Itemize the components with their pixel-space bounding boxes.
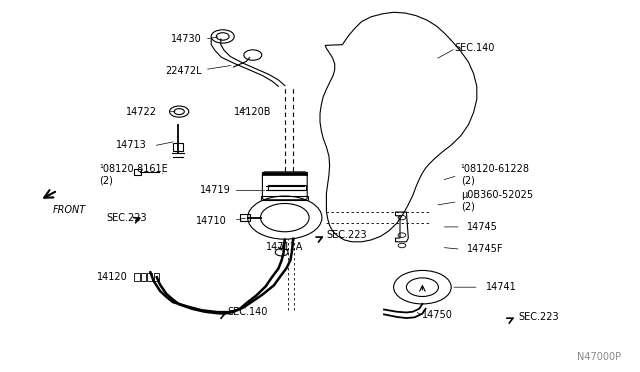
Text: SEC.223: SEC.223 [326, 230, 367, 240]
Text: SEC.223: SEC.223 [107, 213, 147, 222]
Text: 14719: 14719 [200, 186, 230, 195]
Text: N47000P: N47000P [577, 352, 621, 362]
Text: 14120B: 14120B [234, 107, 271, 116]
Text: FRONT: FRONT [52, 205, 86, 215]
Text: 14120: 14120 [97, 272, 128, 282]
Text: SEC.140: SEC.140 [227, 308, 268, 317]
Bar [261, 196, 308, 200]
Text: µ0B360-52025
(2): µ0B360-52025 (2) [461, 190, 533, 212]
Bar [262, 172, 307, 175]
Text: 14710: 14710 [196, 217, 227, 226]
Text: 14722: 14722 [126, 107, 157, 116]
Text: 14730: 14730 [171, 34, 202, 44]
Bar [240, 214, 250, 221]
Bar [154, 273, 159, 281]
Text: ¹08120-8161E
(2): ¹08120-8161E (2) [99, 164, 168, 186]
Bar [141, 273, 146, 281]
Text: 14745: 14745 [467, 222, 498, 232]
Bar [147, 273, 152, 281]
Bar [134, 169, 141, 175]
Text: 14713: 14713 [116, 140, 147, 150]
Text: 14750: 14750 [422, 310, 453, 320]
Bar [134, 273, 140, 281]
Text: 22472L: 22472L [165, 66, 202, 76]
Text: 14711A: 14711A [266, 243, 303, 252]
Bar [268, 185, 306, 190]
Bar [173, 143, 183, 151]
Text: 14745F: 14745F [467, 244, 504, 254]
Text: 14741: 14741 [486, 282, 517, 292]
Text: SEC.223: SEC.223 [518, 312, 559, 322]
Text: SEC.140: SEC.140 [454, 44, 495, 53]
Text: ¹08120-61228
(2): ¹08120-61228 (2) [461, 164, 530, 186]
